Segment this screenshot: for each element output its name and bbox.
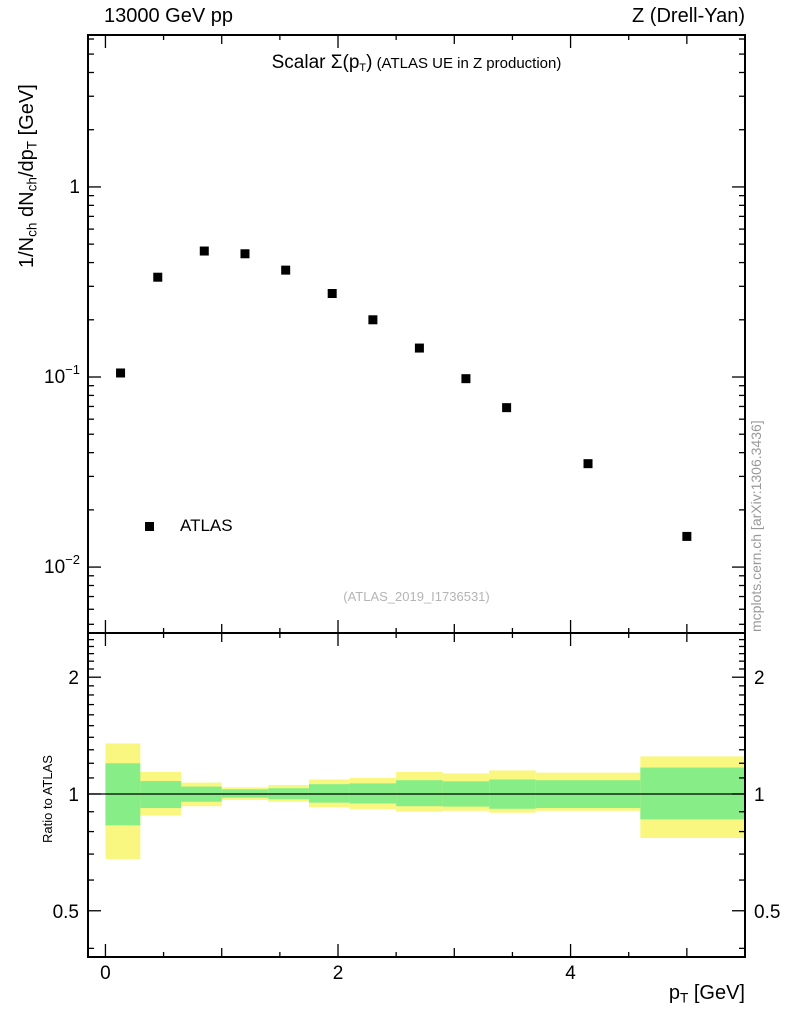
ratio-panel-frame <box>87 632 746 958</box>
tick-label: 0.5 <box>754 902 780 923</box>
main-panel-frame <box>87 34 746 634</box>
plot-title-close: ) <box>366 52 373 73</box>
tick-label: 10−2 <box>44 552 80 578</box>
ylabel-sub: T <box>24 140 40 150</box>
y-axis-title-ratio: Ratio to ATLAS <box>40 755 55 843</box>
tick-label: 2 <box>68 668 79 689</box>
legend: ATLAS <box>145 516 233 536</box>
mcplots-side-note: mcplots.cern.ch [arXiv:1306.3436] <box>748 420 764 632</box>
data-point-marker <box>461 374 471 384</box>
tick-label: 1 <box>69 177 80 198</box>
plot-frames <box>87 34 746 958</box>
x-axis-title: pT [GeV] <box>669 982 745 1006</box>
legend-label: ATLAS <box>180 516 233 535</box>
plot-title: Scalar Σ(pT) (ATLAS UE in Z production) <box>88 52 745 74</box>
data-point-marker <box>502 403 512 413</box>
tick-label: 0 <box>100 963 111 984</box>
tick-label: 1 <box>754 785 765 806</box>
tick-label: 1 <box>68 785 79 806</box>
ylabel-part: dN <box>16 191 38 223</box>
tick-labels: 1 10−1 10−2 2 2 1 1 0.5 0.5 0 2 4 <box>44 177 780 984</box>
analysis-watermark: (ATLAS_2019_I1736531) <box>343 589 490 604</box>
data-point-marker <box>414 343 424 353</box>
beam-energy-label: 13000 GeV pp <box>104 5 233 27</box>
tick-label: 4 <box>565 963 576 984</box>
data-points <box>116 246 692 541</box>
plot-title-analysis: (ATLAS UE in Z production) <box>376 55 562 72</box>
ylabel-sub: ch <box>24 177 40 192</box>
data-point-marker <box>368 315 378 325</box>
plot-title-subscript: T <box>359 61 367 74</box>
data-point-marker <box>116 368 126 378</box>
xlabel-part: p <box>668 982 680 1004</box>
y-axis-title-main: 1/Nch dNch/dpT [GeV] <box>16 84 40 268</box>
data-point-marker <box>240 249 250 259</box>
tick-label: 2 <box>333 963 344 984</box>
process-label: Z (Drell-Yan) <box>632 5 745 27</box>
band-inner <box>396 780 443 807</box>
data-point-marker <box>153 272 163 282</box>
xlabel-part: [GeV] <box>688 982 745 1004</box>
data-point-marker <box>583 459 593 469</box>
tick-label: 2 <box>754 668 765 689</box>
data-point-marker <box>682 531 692 541</box>
tick-label: 10−1 <box>44 362 80 388</box>
ylabel-part: /dp <box>16 149 38 178</box>
legend-marker-square <box>145 521 154 531</box>
plot-title-main: Scalar Σ(p <box>271 52 360 73</box>
data-point-marker <box>199 246 209 256</box>
xlabel-sub: T <box>679 990 689 1006</box>
ylabel-part: 1/N <box>16 236 38 268</box>
tick-label: 0.5 <box>53 902 79 923</box>
data-point-marker <box>281 265 291 275</box>
data-point-marker <box>327 289 337 299</box>
ylabel-sub: ch <box>24 222 40 237</box>
ratio-uncertainty-bands <box>105 743 745 859</box>
ylabel-part: [GeV] <box>16 84 38 141</box>
